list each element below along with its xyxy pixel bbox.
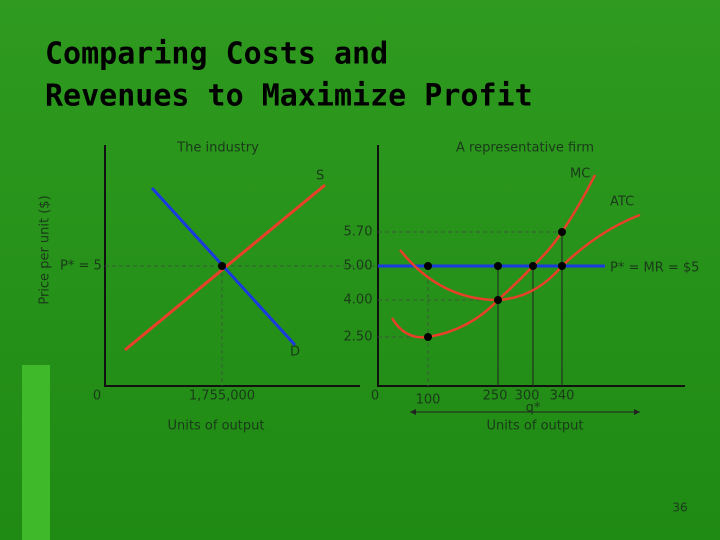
point <box>424 262 432 270</box>
slide-number: 36 <box>672 501 687 515</box>
y-axis-label: Price per unit ($) <box>38 195 53 304</box>
panel-title: A representative firm <box>456 141 594 156</box>
quantity-tick-label: 340 <box>550 389 575 404</box>
point <box>494 296 502 304</box>
demand-label: D <box>290 345 300 360</box>
atc-label: ATC <box>610 195 634 210</box>
price-tick-label: 5.00 <box>344 259 373 274</box>
equilibrium-point <box>218 262 226 270</box>
price-tick-label: 4.00 <box>344 293 373 308</box>
quantity-label: 1,755,000 <box>189 389 255 404</box>
slide-title: Revenues to Maximize Profit <box>45 79 533 114</box>
origin-label: 0 <box>371 389 379 404</box>
mc-label: MC <box>570 167 590 182</box>
accent-bar <box>22 365 50 540</box>
price-tick-label: 2.50 <box>344 330 373 345</box>
price-label: P* = 5 <box>60 259 102 274</box>
point <box>424 333 432 341</box>
origin-label: 0 <box>93 389 101 404</box>
q-star-label: q* <box>526 401 541 416</box>
supply-label: S <box>316 169 324 184</box>
x-axis-label: Units of output <box>487 419 584 434</box>
panel-title: The industry <box>176 141 259 156</box>
mr-label: P* = MR = $5 <box>610 261 699 276</box>
price-tick-label: 5.70 <box>344 225 373 240</box>
point <box>529 262 537 270</box>
point <box>558 228 566 236</box>
quantity-tick-label: 250 <box>483 389 508 404</box>
slide-title: Comparing Costs and <box>45 37 388 72</box>
point <box>558 262 566 270</box>
x-axis-label: Units of output <box>168 419 265 434</box>
atc-curve <box>399 213 641 302</box>
quantity-tick-label: 100 <box>416 393 441 408</box>
point <box>494 262 502 270</box>
quantity-tick-label: 300 <box>515 389 540 404</box>
